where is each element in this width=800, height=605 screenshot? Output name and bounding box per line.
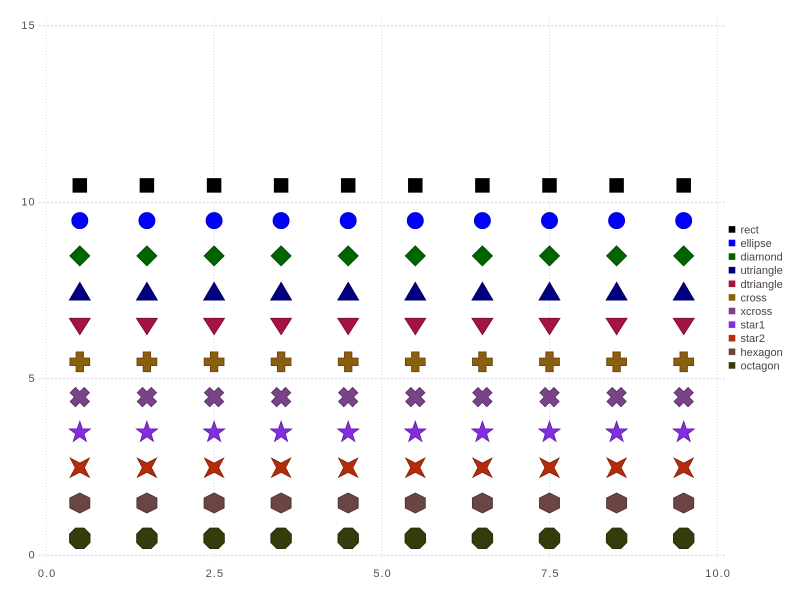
svg-text:10.0: 10.0 <box>705 568 731 580</box>
svg-text:ellipse: ellipse <box>741 238 772 250</box>
svg-text:10: 10 <box>21 196 35 208</box>
svg-text:diamond: diamond <box>741 252 783 264</box>
svg-text:0.0: 0.0 <box>38 568 56 580</box>
svg-text:cross: cross <box>741 292 768 304</box>
svg-text:5.0: 5.0 <box>373 568 391 580</box>
svg-text:star2: star2 <box>741 333 765 345</box>
svg-text:dtriangle: dtriangle <box>741 279 783 291</box>
svg-text:5: 5 <box>29 373 36 385</box>
svg-text:hexagon: hexagon <box>741 347 783 359</box>
svg-text:star1: star1 <box>741 320 765 332</box>
svg-text:7.5: 7.5 <box>541 568 559 580</box>
svg-text:octagon: octagon <box>741 360 780 372</box>
svg-text:xcross: xcross <box>741 306 773 318</box>
svg-text:0: 0 <box>29 549 36 561</box>
svg-text:utriangle: utriangle <box>741 265 783 277</box>
svg-text:rect: rect <box>741 224 759 236</box>
svg-text:2.5: 2.5 <box>206 568 224 580</box>
svg-text:15: 15 <box>21 20 35 32</box>
